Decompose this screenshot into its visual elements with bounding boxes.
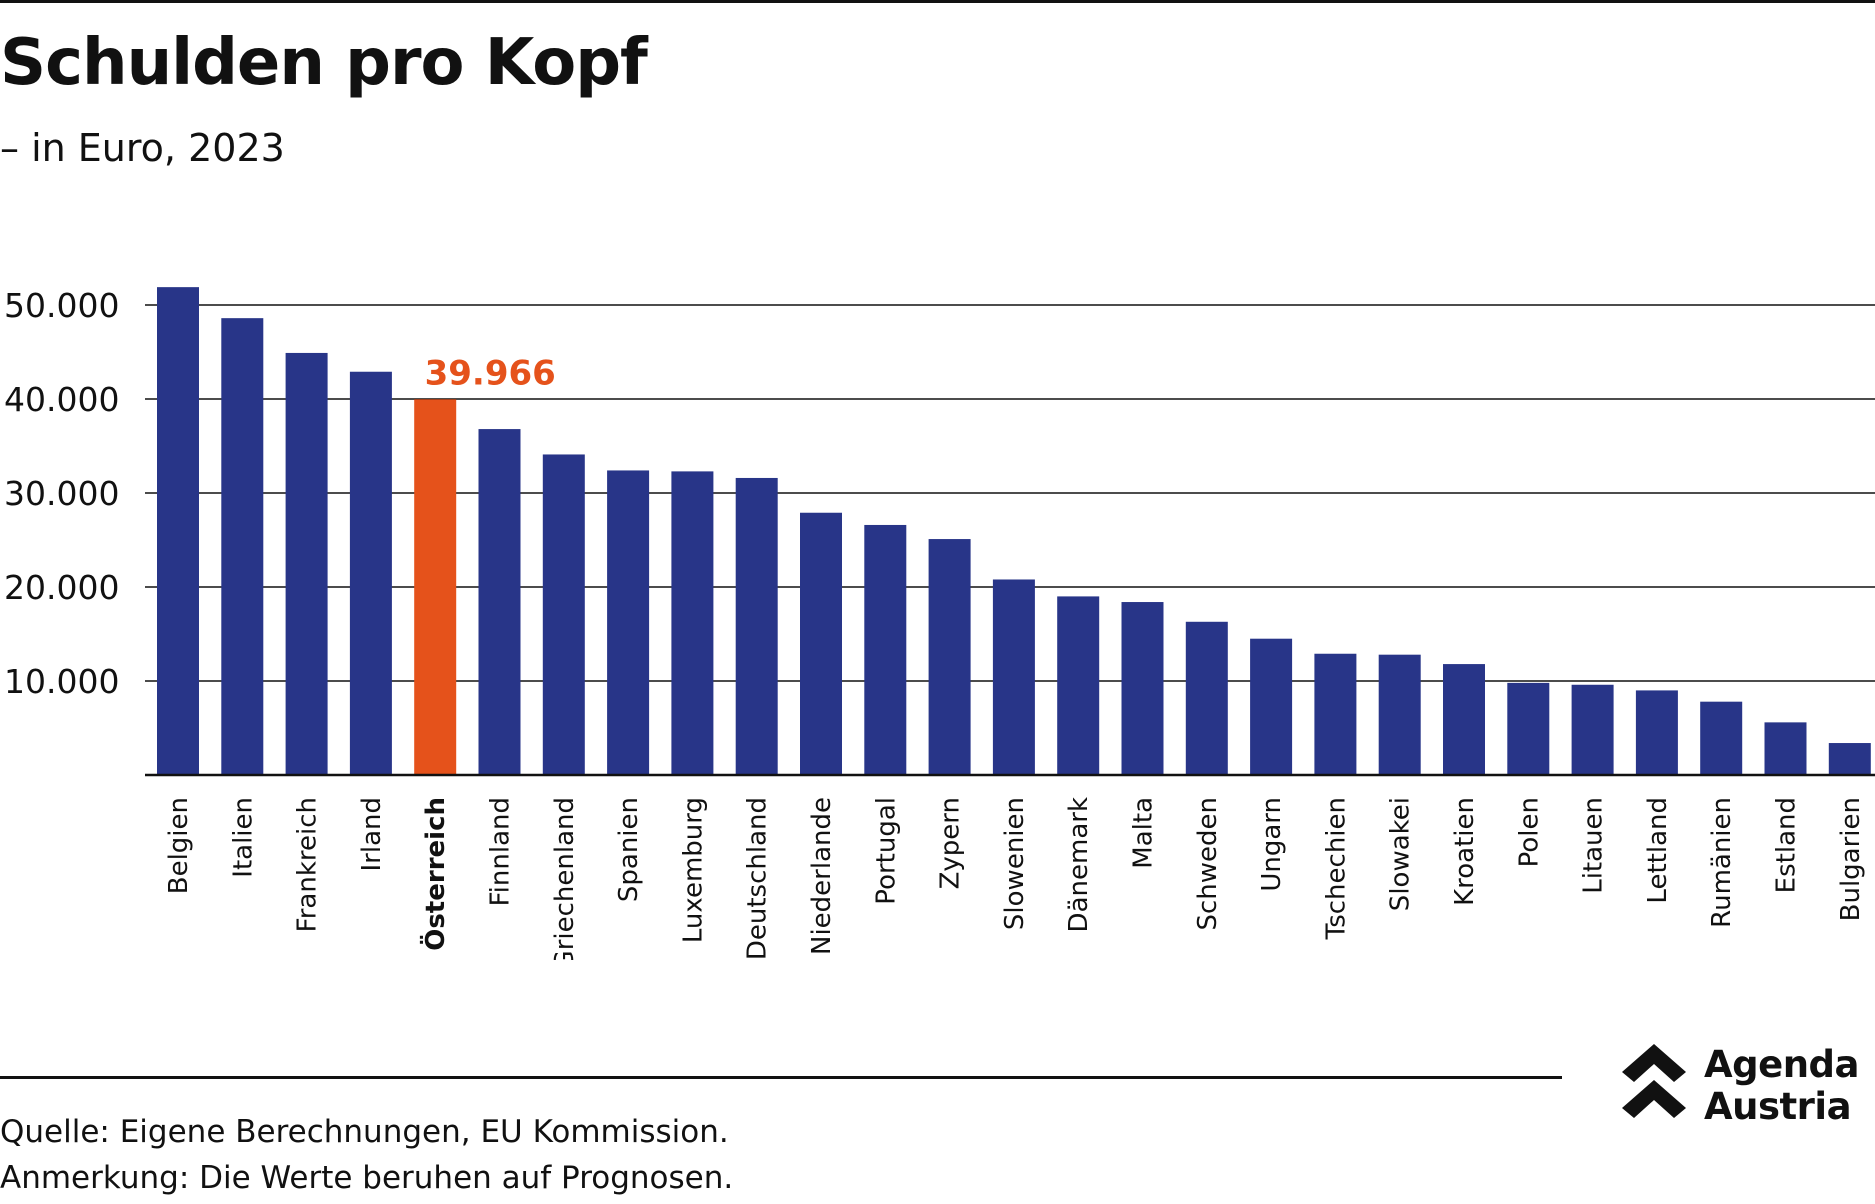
x-tick-label: Slowenien (1000, 797, 1030, 930)
bar-belgien (157, 287, 199, 775)
y-tick-label: 10.000 (4, 662, 119, 701)
x-tick-label: Luxemburg (678, 797, 708, 943)
x-tick-label: Estland (1772, 797, 1802, 893)
annotation-note: Anmerkung: Die Werte beruhen auf Prognos… (0, 1160, 734, 1196)
y-tick-label: 30.000 (4, 474, 119, 513)
bar-dänemark (1057, 596, 1100, 775)
top-rule (0, 0, 1875, 3)
bar-deutschland (735, 477, 778, 775)
bar-kroatien (1443, 664, 1485, 775)
logo-line-1: Agenda (1704, 1043, 1860, 1086)
bar-griechenland (542, 454, 585, 775)
bar-irland (349, 371, 392, 775)
bottom-rule (0, 1076, 1562, 1079)
source-note: Quelle: Eigene Berechnungen, EU Kommissi… (0, 1114, 729, 1150)
x-tick-label: Portugal (871, 797, 901, 905)
y-tick-label: 40.000 (4, 380, 119, 419)
x-tick-label: Polen (1514, 797, 1544, 867)
x-tick-label: Lettland (1643, 797, 1673, 904)
y-tick-label: 50.000 (4, 286, 119, 325)
bar-portugal (864, 524, 907, 775)
x-tick-label: Kroatien (1450, 797, 1480, 906)
x-tick-label: Zypern (936, 797, 966, 889)
bar-finnland (478, 429, 521, 775)
bar-zypern (928, 539, 971, 775)
bar-slowakei (1378, 654, 1421, 775)
chart-subtitle: – in Euro, 2023 (0, 126, 285, 170)
logo-line-2: Austria (1704, 1085, 1852, 1128)
bar-luxemburg (671, 471, 714, 775)
x-tick-label: Frankreich (293, 797, 323, 932)
x-tick-label: Deutschland (743, 797, 773, 960)
bar-schweden (1185, 621, 1228, 775)
bar-rumänien (1700, 701, 1743, 775)
x-tick-label: Belgien (164, 797, 194, 894)
bar-niederlande (800, 512, 842, 775)
bar-chart: 10.000 20.000 30.000 40.000 50.000 Belgien Ita… (4, 286, 1875, 960)
x-tick-label: Litauen (1579, 797, 1609, 894)
bar-lettland (1635, 690, 1678, 775)
bar-ungarn (1250, 638, 1293, 775)
bar-italien (221, 318, 264, 775)
x-tick-label: Niederlande (807, 797, 837, 955)
x-tick-label: Ungarn (1257, 797, 1287, 892)
bar-malta (1121, 602, 1164, 775)
x-tick-label: Schweden (1193, 797, 1223, 931)
bar-tschechien (1314, 653, 1357, 775)
bar-frankreich (285, 352, 328, 775)
x-tick-label: Spanien (614, 797, 644, 902)
y-tick-label: 20.000 (4, 568, 119, 607)
bar-estland (1764, 722, 1807, 775)
x-tick-label: Griechenland (550, 797, 580, 960)
bar-slowenien (992, 579, 1035, 775)
bar-polen (1507, 682, 1550, 775)
bar-bulgarien (1828, 743, 1871, 775)
x-tick-label: Bulgarien (1836, 797, 1866, 921)
x-tick-label: Tschechien (1321, 797, 1351, 940)
agenda-austria-logo: Agenda Austria (1618, 1040, 1875, 1130)
x-tick-label: Slowakei (1386, 797, 1416, 911)
x-tick-label: Dänemark (1064, 797, 1094, 932)
chart-title: Schulden pro Kopf (0, 26, 648, 100)
x-tick-label: Österreich (418, 797, 451, 951)
logo-text: Agenda Austria (1704, 1043, 1860, 1128)
chevron-logo-icon (1622, 1044, 1686, 1118)
bar-österreich (414, 399, 457, 775)
x-tick-label: Malta (1129, 797, 1159, 869)
highlight-data-label: 39.966 (425, 353, 556, 393)
bar-spanien (607, 470, 650, 775)
x-tick-label: Finnland (486, 797, 516, 906)
x-tick-label: Italien (228, 797, 258, 878)
x-tick-label: Rumänien (1707, 797, 1737, 928)
bar-litauen (1571, 684, 1614, 775)
x-tick-label: Irland (357, 797, 387, 872)
